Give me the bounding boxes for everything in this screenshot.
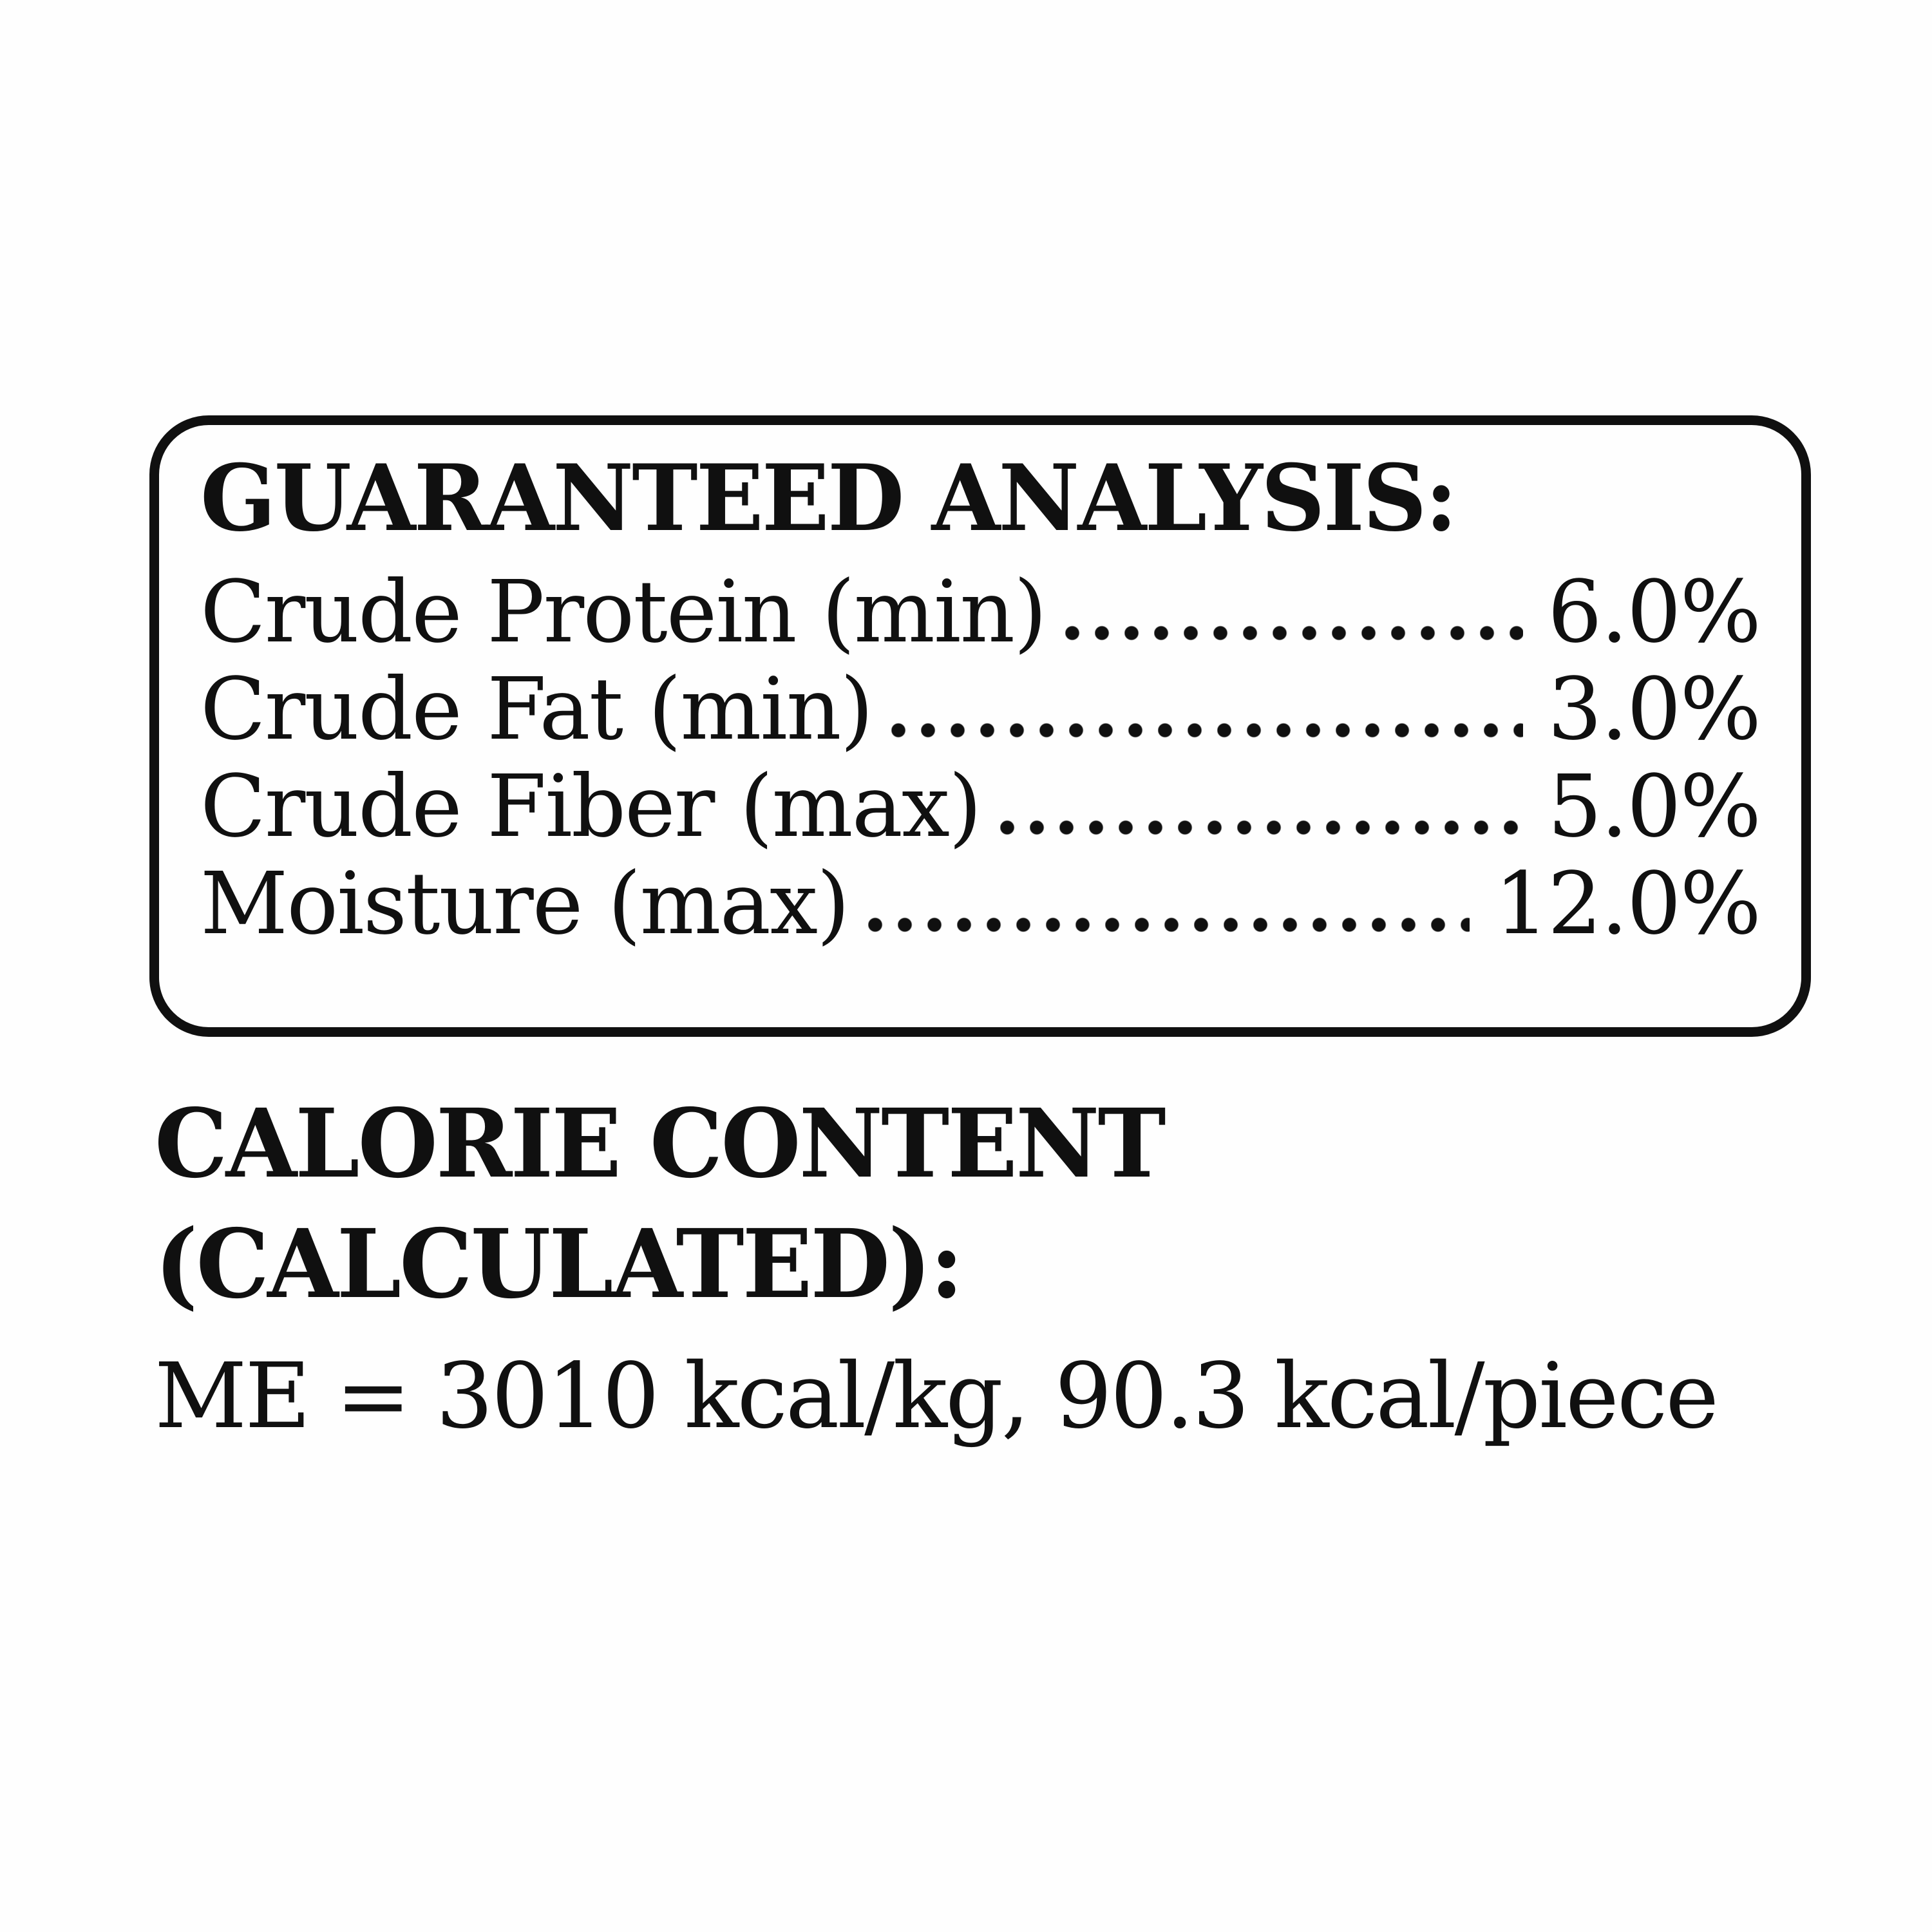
- guaranteed-analysis-rows: Crude Protein (min) 6.0% Crude Fat (min)…: [200, 563, 1761, 954]
- dotted-leader: [891, 722, 1524, 739]
- dotted-leader: [867, 916, 1470, 934]
- analysis-row-label: Crude Fat (min): [200, 660, 873, 760]
- dotted-leader: [1065, 625, 1524, 642]
- analysis-row-value: 5.0%: [1548, 757, 1761, 857]
- dotted-leader: [999, 819, 1524, 837]
- calorie-content-heading-line1: CALORIE CONTENT: [155, 1088, 1166, 1199]
- calorie-content-section: CALORIE CONTENT (CALCULATED): ME = 3010 …: [155, 1083, 1719, 1449]
- analysis-row-value: 6.0%: [1548, 563, 1761, 663]
- analysis-row-crude-fat: Crude Fat (min) 3.0%: [200, 660, 1761, 760]
- analysis-row-crude-protein: Crude Protein (min) 6.0%: [200, 563, 1761, 663]
- guaranteed-analysis-title: GUARANTEED ANALYSIS:: [200, 445, 1457, 552]
- analysis-row-label: Crude Fiber (max): [200, 757, 982, 857]
- calorie-content-heading-line2: (CALCULATED):: [155, 1208, 963, 1320]
- analysis-row-crude-fiber: Crude Fiber (max) 5.0%: [200, 757, 1761, 857]
- analysis-row-label: Crude Protein (min): [200, 563, 1047, 663]
- metabolizable-energy-statement: ME = 3010 kcal/kg, 90.3 kcal/piece: [155, 1344, 1719, 1449]
- analysis-row-value: 12.0%: [1494, 855, 1761, 954]
- analysis-row-label: Moisture (max): [200, 855, 850, 954]
- analysis-row-moisture: Moisture (max) 12.0%: [200, 855, 1761, 954]
- guaranteed-analysis-box: GUARANTEED ANALYSIS: Crude Protein (min)…: [149, 415, 1811, 1037]
- analysis-row-value: 3.0%: [1548, 660, 1761, 760]
